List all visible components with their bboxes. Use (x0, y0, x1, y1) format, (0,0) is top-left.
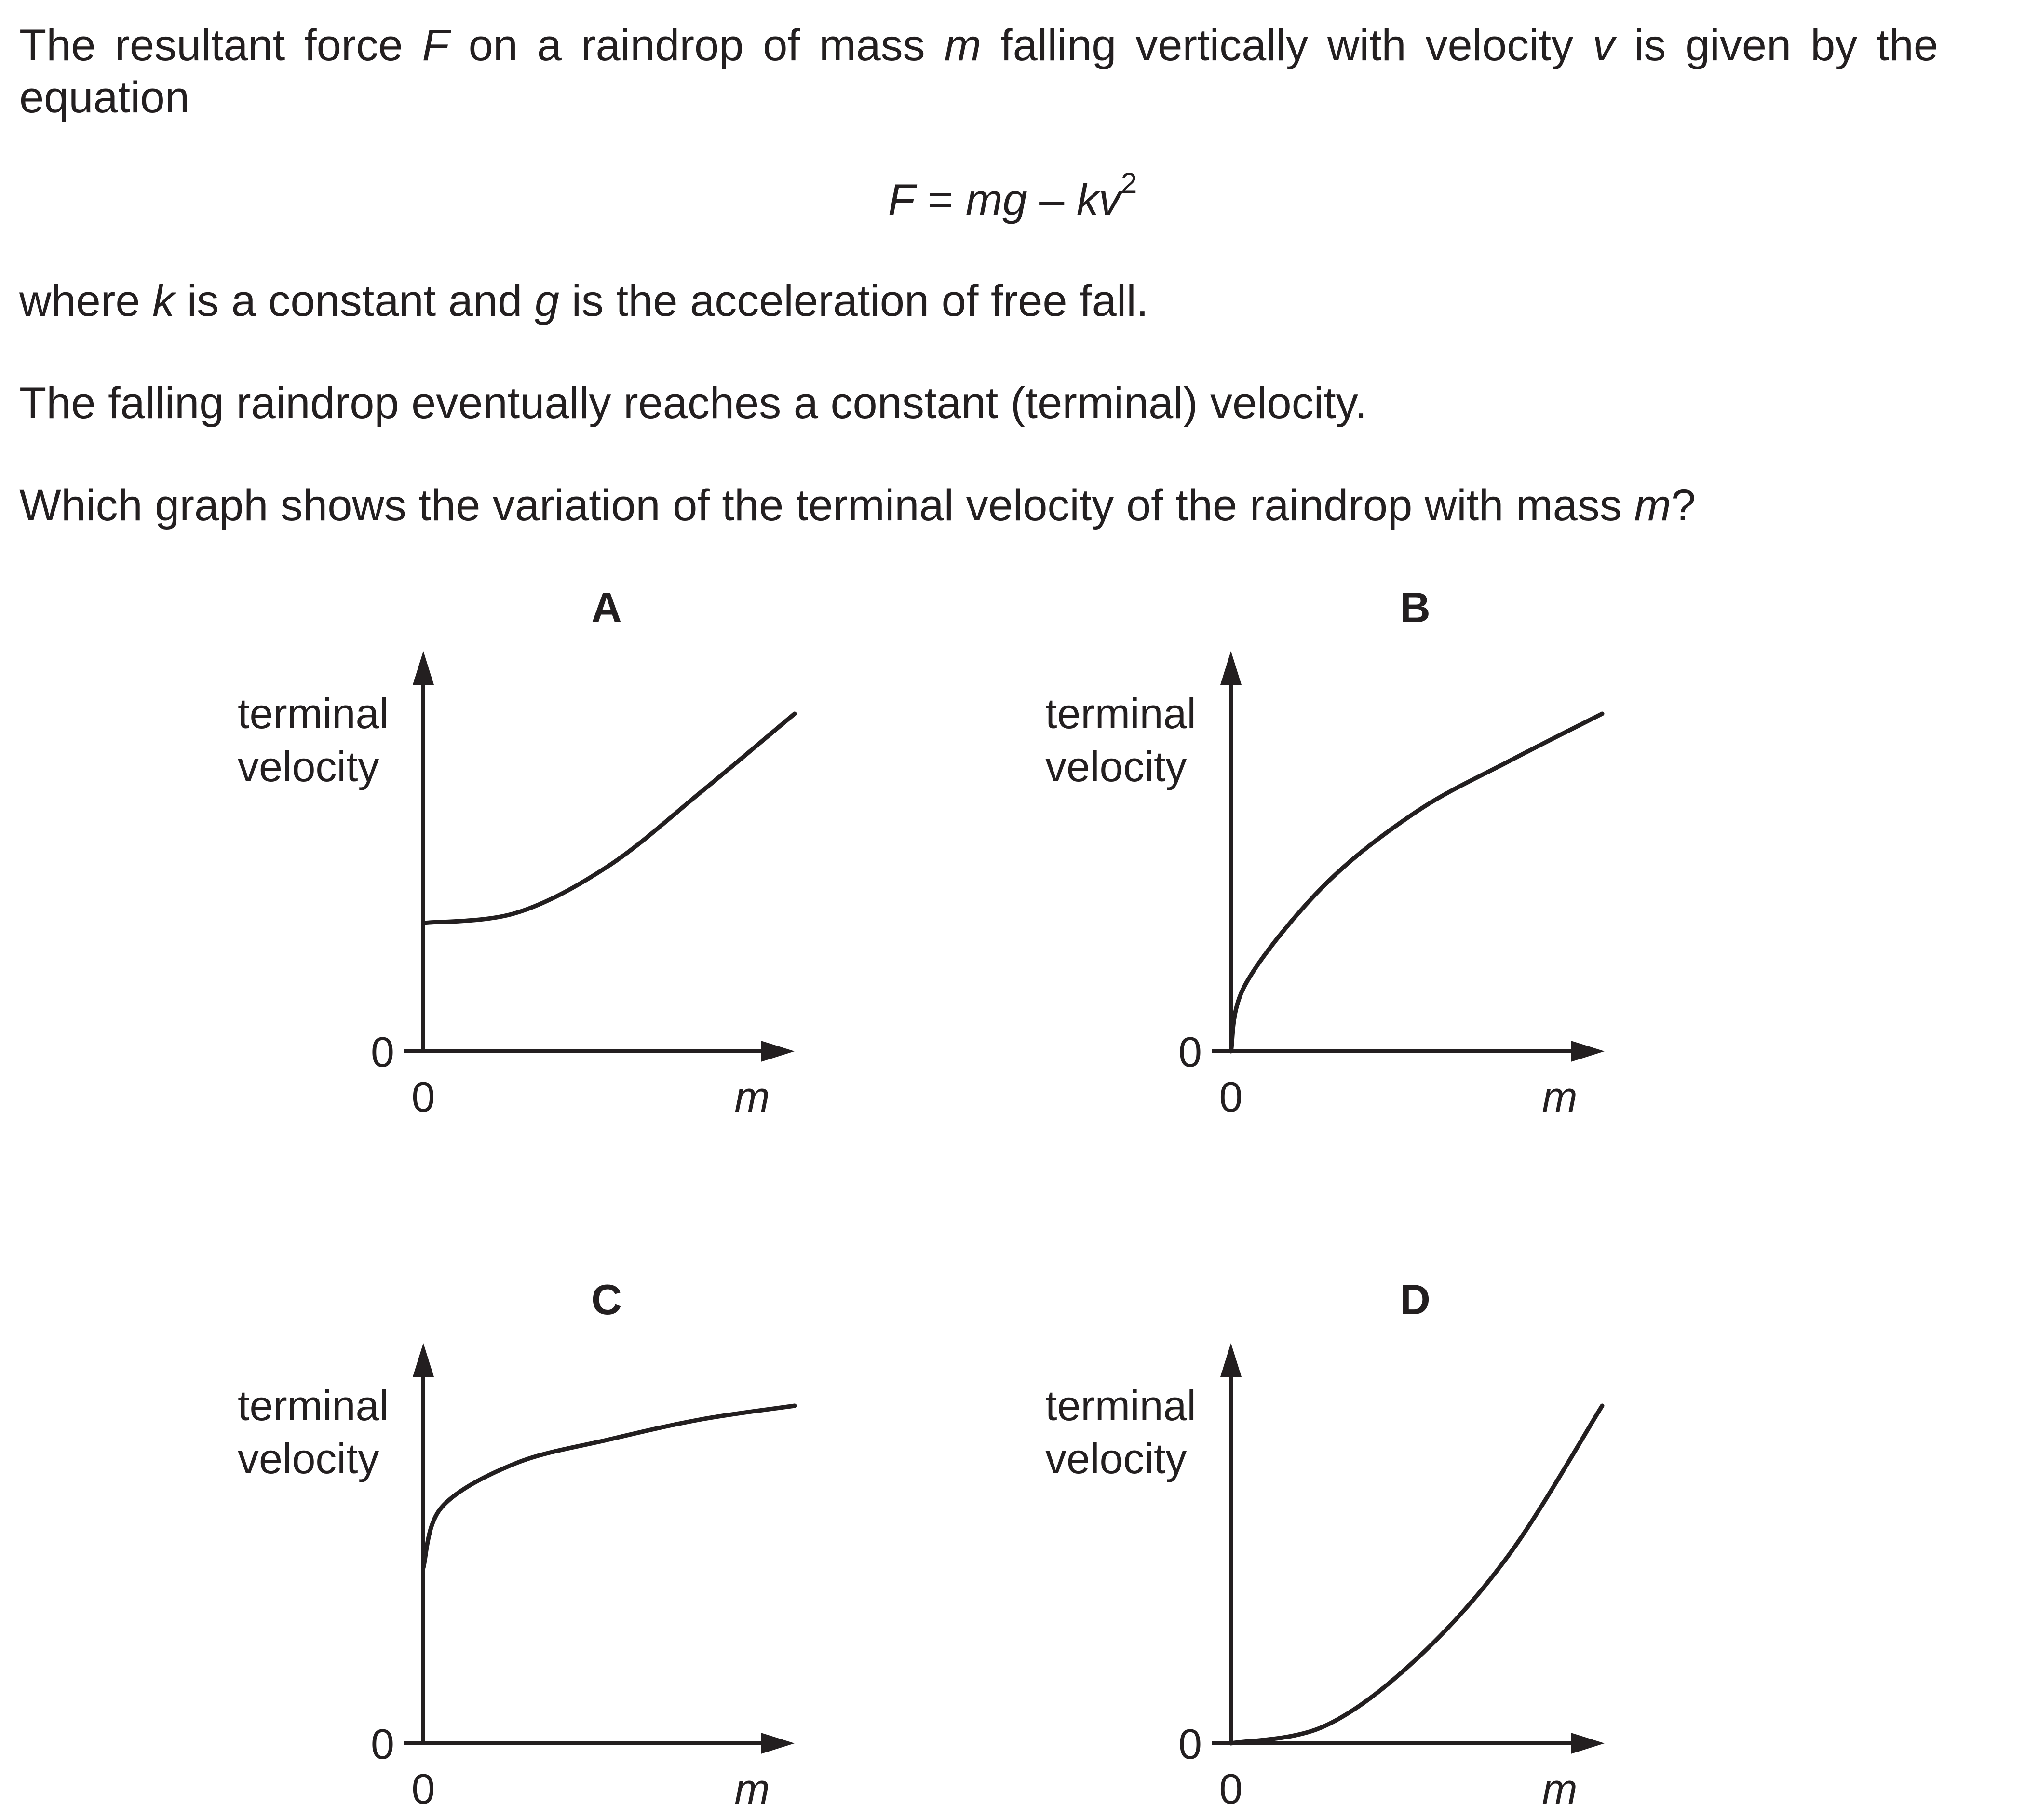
x-axis-arrow (1571, 1041, 1605, 1062)
x-axis-arrow (761, 1733, 795, 1754)
graph-letter: D (1400, 1276, 1431, 1323)
x-axis-label: m (734, 1765, 770, 1813)
y-axis-label-line2: velocity (238, 1435, 379, 1482)
y-axis-label-line1: terminal (238, 1382, 389, 1429)
y-axis-arrow (413, 1343, 434, 1377)
y-axis-arrow (1220, 1343, 1242, 1377)
y-axis-label-line2: velocity (238, 743, 379, 790)
x-axis-arrow (1571, 1733, 1605, 1754)
graph-letter: C (591, 1276, 622, 1323)
question-intro: The resultant force F on a raindrop of m… (19, 21, 1938, 122)
question-prompt: Which graph shows the variation of the t… (19, 481, 1696, 530)
y-axis-label-line1: terminal (238, 690, 389, 737)
y-axis-label-line1: terminal (1045, 690, 1196, 737)
x-origin-label: 0 (412, 1073, 435, 1121)
force-equation: F = mg – kv2 (888, 167, 1137, 225)
y-axis-label-line1: terminal (1045, 1382, 1196, 1429)
graph-c: C 00 m terminal velocity (238, 1276, 797, 1813)
y-origin-label: 0 (1178, 1028, 1202, 1076)
graph-letter: A (591, 584, 622, 631)
graph-d: D 00 m terminal velocity (1045, 1276, 1605, 1813)
terminal-velocity-curve (1228, 711, 1605, 1054)
y-origin-label: 0 (371, 1028, 394, 1076)
x-origin-label: 0 (1219, 1765, 1243, 1813)
x-origin-label: 0 (412, 1765, 435, 1813)
terminal-velocity-curve (1228, 1403, 1605, 1746)
y-origin-label: 0 (1178, 1720, 1202, 1768)
y-axis-arrow (1220, 651, 1242, 685)
graph-a: A 00 m terminal velocity (238, 584, 797, 1121)
x-axis-label: m (734, 1073, 770, 1121)
y-axis-label-line2: velocity (1045, 743, 1187, 790)
x-axis-arrow (761, 1041, 795, 1062)
y-origin-label: 0 (371, 1720, 394, 1768)
constants-definition: where k is a constant and g is the accel… (19, 276, 1149, 326)
terminal-velocity-curve (421, 1403, 797, 1570)
x-axis-label: m (1542, 1073, 1577, 1121)
graph-letter: B (1400, 584, 1431, 631)
graph-b: B 00 m terminal velocity (1045, 584, 1605, 1121)
y-axis-arrow (413, 651, 434, 685)
terminal-velocity-statement: The falling raindrop eventually reaches … (19, 379, 1367, 428)
x-origin-label: 0 (1219, 1073, 1243, 1121)
x-axis-label: m (1542, 1765, 1577, 1813)
y-axis-label-line2: velocity (1045, 1435, 1187, 1482)
terminal-velocity-curve (421, 711, 797, 925)
